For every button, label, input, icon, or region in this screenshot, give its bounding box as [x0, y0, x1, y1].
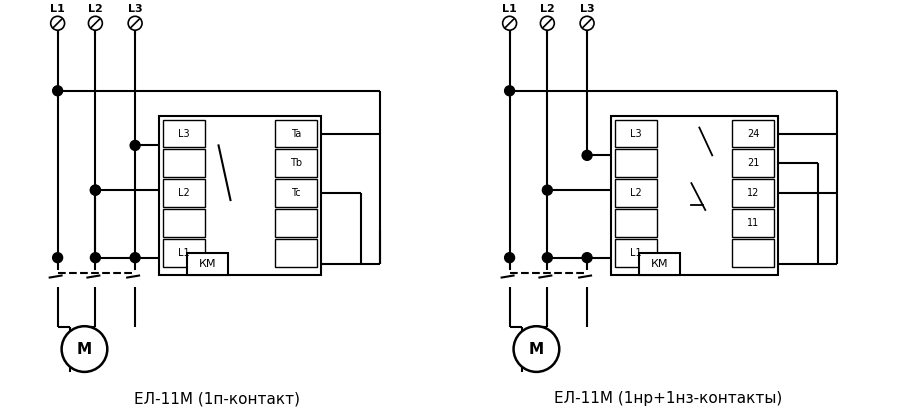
Circle shape: [502, 16, 517, 30]
Text: L1: L1: [50, 4, 65, 14]
Text: ЕЛ-11М (1нр+1нз-контакты): ЕЛ-11М (1нр+1нз-контакты): [554, 391, 783, 406]
Text: Tb: Tb: [290, 158, 302, 168]
Text: 21: 21: [747, 158, 760, 168]
Bar: [275, 209, 317, 237]
Bar: [639, 253, 680, 275]
Circle shape: [53, 253, 63, 262]
Circle shape: [90, 185, 101, 195]
Text: Ta: Ta: [291, 129, 302, 139]
Bar: [615, 209, 657, 237]
Circle shape: [514, 326, 559, 372]
Bar: [732, 239, 774, 267]
Circle shape: [543, 253, 553, 262]
Circle shape: [582, 151, 592, 160]
Circle shape: [90, 185, 101, 195]
Text: L1: L1: [502, 4, 517, 14]
Bar: [187, 253, 229, 275]
Bar: [732, 179, 774, 207]
Circle shape: [90, 253, 101, 262]
Bar: [163, 239, 204, 267]
Bar: [275, 119, 317, 147]
Text: М: М: [529, 342, 544, 357]
Circle shape: [505, 86, 515, 96]
Bar: [732, 209, 774, 237]
Circle shape: [61, 326, 107, 372]
Circle shape: [130, 141, 140, 151]
Circle shape: [128, 16, 142, 30]
Circle shape: [88, 16, 103, 30]
Text: ЕЛ-11М (1п-контакт): ЕЛ-11М (1п-контакт): [133, 391, 300, 406]
Circle shape: [540, 16, 554, 30]
Text: L1: L1: [630, 248, 642, 258]
Circle shape: [580, 16, 594, 30]
Circle shape: [130, 253, 140, 262]
Bar: [615, 239, 657, 267]
Text: L2: L2: [630, 188, 642, 198]
Bar: [163, 179, 204, 207]
Bar: [163, 149, 204, 177]
Bar: [275, 179, 317, 207]
Text: 24: 24: [747, 129, 760, 139]
Text: L3: L3: [178, 129, 190, 139]
Text: L2: L2: [88, 4, 103, 14]
Bar: [615, 119, 657, 147]
Text: 11: 11: [747, 218, 759, 228]
Text: L2: L2: [178, 188, 190, 198]
Text: L3: L3: [128, 4, 142, 14]
Bar: [163, 209, 204, 237]
Text: КМ: КМ: [651, 259, 669, 269]
Bar: [275, 239, 317, 267]
Bar: [732, 119, 774, 147]
Bar: [611, 116, 778, 275]
Text: L3: L3: [630, 129, 642, 139]
Circle shape: [50, 16, 65, 30]
Circle shape: [505, 253, 515, 262]
Bar: [159, 116, 321, 275]
Text: L2: L2: [540, 4, 554, 14]
Bar: [732, 149, 774, 177]
Text: L3: L3: [580, 4, 594, 14]
Text: М: М: [76, 342, 92, 357]
Bar: [615, 179, 657, 207]
Bar: [615, 149, 657, 177]
Bar: [163, 119, 204, 147]
Circle shape: [582, 253, 592, 262]
Text: L1: L1: [178, 248, 190, 258]
Text: КМ: КМ: [199, 259, 216, 269]
Bar: [275, 149, 317, 177]
Text: 12: 12: [747, 188, 760, 198]
Circle shape: [53, 86, 63, 96]
Circle shape: [543, 185, 553, 195]
Text: Tc: Tc: [292, 188, 301, 198]
